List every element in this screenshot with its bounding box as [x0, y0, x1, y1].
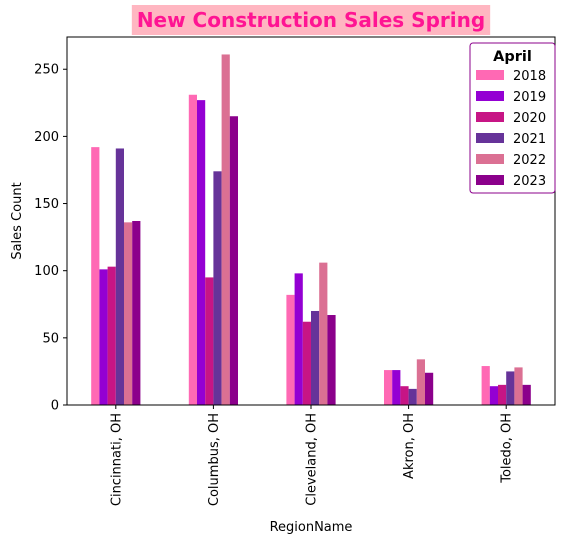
x-tick-label: Columbus, OH	[207, 413, 222, 506]
bar-2022-toledo-oh	[514, 367, 523, 405]
bar-2020-cleveland-oh	[302, 321, 311, 405]
legend-swatch-2023	[476, 175, 504, 185]
legend-label-2018: 2018	[513, 69, 546, 84]
bar-2023-cleveland-oh	[327, 315, 336, 405]
bar-2019-columbus-oh	[197, 100, 206, 405]
bar-2021-columbus-oh	[213, 171, 222, 405]
legend-swatch-2018	[476, 70, 504, 80]
y-tick-label: 0	[51, 399, 59, 414]
bars-layer	[91, 54, 531, 406]
legend-title: April	[493, 49, 532, 65]
bar-2023-akron-oh	[425, 372, 434, 405]
bar-2022-cleveland-oh	[319, 262, 328, 405]
bar-2019-cincinnati-oh	[99, 269, 108, 405]
legend-swatch-2021	[476, 133, 504, 143]
bar-2018-toledo-oh	[481, 366, 490, 405]
bar-2023-toledo-oh	[522, 384, 531, 405]
bar-2020-akron-oh	[400, 386, 409, 405]
bar-2021-toledo-oh	[506, 371, 515, 405]
bar-2018-akron-oh	[384, 370, 393, 405]
legend-label-2022: 2022	[513, 153, 546, 168]
bar-2023-columbus-oh	[229, 116, 238, 405]
bar-2018-columbus-oh	[188, 94, 197, 405]
bar-2018-cleveland-oh	[286, 294, 295, 405]
y-axis-label: Sales Count	[10, 182, 25, 259]
legend-label-2023: 2023	[513, 174, 546, 189]
legend-swatch-2020	[476, 112, 504, 122]
y-tick-label: 100	[34, 264, 59, 279]
x-tick-label: Cincinnati, OH	[109, 413, 124, 506]
bar-2021-cleveland-oh	[311, 310, 320, 405]
x-tick-label: Akron, OH	[402, 413, 417, 479]
bar-2020-columbus-oh	[205, 277, 214, 405]
bar-2021-cincinnati-oh	[115, 148, 124, 405]
chart-title-group: New Construction Sales Spring	[131, 5, 491, 35]
y-tick-label: 150	[34, 197, 59, 212]
y-tick-label: 50	[42, 331, 59, 346]
legend-label-2019: 2019	[513, 90, 546, 105]
x-axis-label: RegionName	[270, 520, 353, 535]
legend: April 2018 2019 2020 2021 2022 2023	[469, 42, 556, 194]
axes-layer: 0 50 100 150 200 250 Cincinnati, OH Columbus, O…	[34, 36, 556, 506]
bar-2021-akron-oh	[408, 388, 417, 405]
bar-2019-toledo-oh	[489, 386, 498, 405]
bar-2023-cincinnati-oh	[132, 221, 141, 405]
legend-swatch-2022	[476, 154, 504, 164]
bar-2018-cincinnati-oh	[91, 147, 100, 405]
bar-2019-akron-oh	[392, 370, 401, 405]
bar-2022-cincinnati-oh	[124, 222, 133, 405]
x-tick-label: Cleveland, OH	[305, 413, 320, 506]
legend-label-2020: 2020	[513, 111, 546, 126]
bar-2020-cincinnati-oh	[107, 266, 116, 405]
legend-swatch-2019	[476, 91, 504, 101]
bar-2020-toledo-oh	[498, 384, 507, 405]
y-tick-label: 250	[34, 63, 59, 78]
x-tick-label: Toledo, OH	[500, 413, 515, 484]
y-tick-label: 200	[34, 130, 59, 145]
chart-title: New Construction Sales Spring	[137, 8, 485, 32]
bar-2019-cleveland-oh	[294, 273, 303, 405]
chart-title-background	[131, 5, 491, 35]
legend-label-2021: 2021	[513, 132, 546, 147]
bar-2022-columbus-oh	[221, 54, 230, 406]
bar-2022-akron-oh	[416, 359, 425, 405]
